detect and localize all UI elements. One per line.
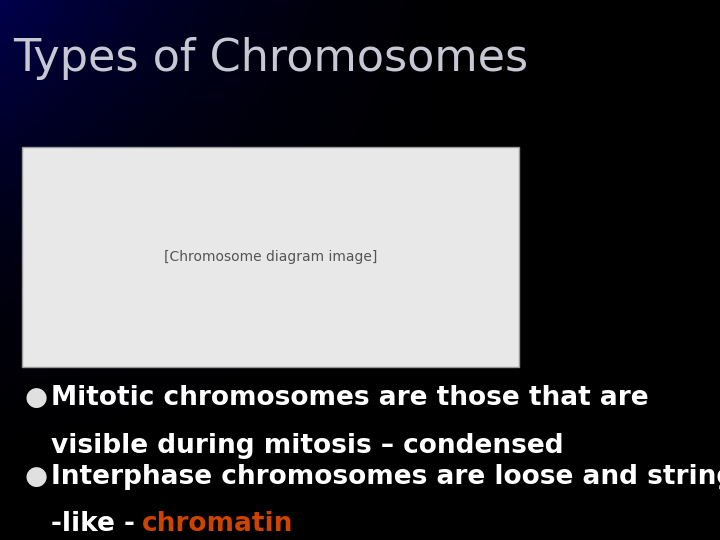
Text: chromatin: chromatin (142, 511, 293, 537)
Text: -like -: -like - (51, 511, 145, 537)
FancyBboxPatch shape (22, 147, 519, 367)
Text: [Chromosome diagram image]: [Chromosome diagram image] (163, 250, 377, 264)
Text: Types of Chromosomes: Types of Chromosomes (13, 37, 528, 80)
Text: visible during mitosis – condensed: visible during mitosis – condensed (51, 433, 564, 458)
Text: ●: ● (24, 386, 48, 411)
Text: ●: ● (24, 464, 48, 490)
Text: Interphase chromosomes are loose and string: Interphase chromosomes are loose and str… (51, 464, 720, 490)
Text: Mitotic chromosomes are those that are: Mitotic chromosomes are those that are (51, 386, 649, 411)
